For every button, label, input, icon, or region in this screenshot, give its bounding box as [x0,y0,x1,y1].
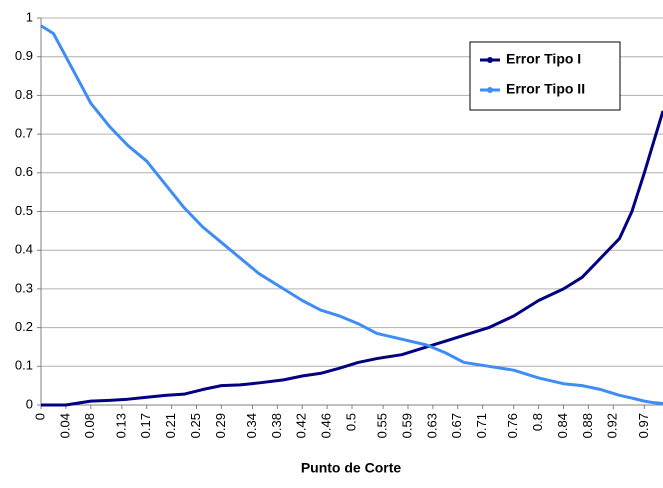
x-tick-label: 0.46 [319,413,334,438]
legend-label: Error Tipo I [506,51,581,67]
x-tick-label: 0.76 [505,413,520,438]
x-tick-label: 0.29 [213,413,228,438]
x-tick-label: 0.88 [580,413,595,438]
y-tick-label: 0.3 [15,280,33,295]
x-tick-label: 0.34 [244,413,259,438]
y-tick-label: 0.9 [15,48,33,63]
data-line [40,24,663,405]
x-tick-label: 0.63 [424,413,439,438]
x-tick-label: 0.67 [449,413,464,438]
x-tick-label: 0.08 [82,413,97,438]
y-tick-label: 0.5 [15,203,33,218]
x-tick-label: 0.42 [294,413,309,438]
x-tick-label: 0.21 [163,413,178,438]
legend-label: Error Tipo II [506,81,585,97]
x-tick-label: 0.97 [636,413,651,438]
y-tick-label: 0.7 [15,126,33,141]
legend-marker [487,87,493,93]
x-tick-label: 0.55 [375,413,390,438]
x-tick-label: 0.17 [138,413,153,438]
x-tick-label: 0.71 [474,413,489,438]
legend-marker [487,57,493,63]
x-tick-label: 0.38 [269,413,284,438]
x-tick-label: 0.5 [343,413,358,431]
y-tick-label: 0.2 [15,319,33,334]
data-line [41,110,663,407]
y-tick-label: 0.8 [15,87,33,102]
x-tick-label: 0.59 [399,413,414,438]
x-tick-label: 0.04 [57,413,72,438]
x-tick-label: 0.92 [605,413,620,438]
y-tick-label: 1 [26,9,33,24]
legend-box [469,41,621,111]
y-tick-label: 0.1 [15,358,33,373]
x-tick-label: 0.13 [113,413,128,438]
x-tick-label: 0.25 [188,413,203,438]
x-axis-title: Punto de Corte [301,460,402,476]
y-tick-label: 0 [26,396,33,411]
x-tick-label: 0.84 [555,413,570,438]
y-tick-label: 0.6 [15,164,33,179]
x-tick-label: 0 [32,413,47,420]
y-tick-label: 0.4 [15,242,33,257]
x-tick-label: 0.8 [530,413,545,431]
